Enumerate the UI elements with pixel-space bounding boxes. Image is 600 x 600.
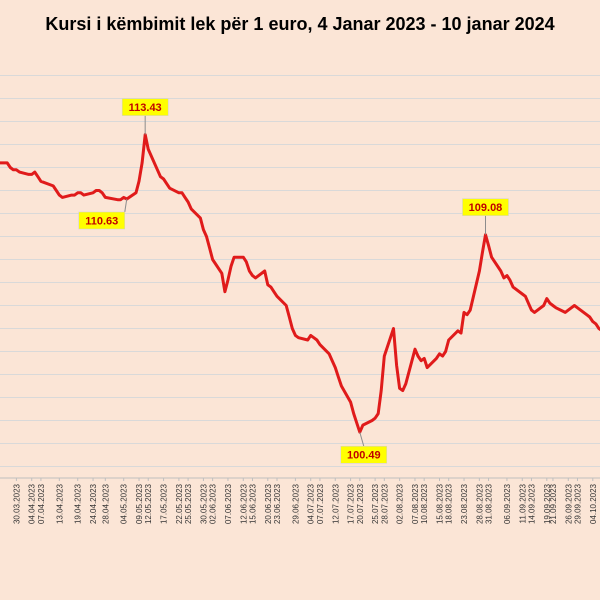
data-label: 113.43 xyxy=(129,102,162,114)
x-tick-label: 21.09.2023 xyxy=(549,483,558,524)
x-tick-label: 14.09.2023 xyxy=(527,483,536,524)
x-tick-label: 26.09.2023 xyxy=(564,483,573,524)
annotations: 113.43 110.63 100.49 109.08 xyxy=(78,98,509,464)
x-tick-label: 04.04.2023 xyxy=(28,483,37,524)
gridlines xyxy=(0,75,600,479)
x-tick-label: 23.06.2023 xyxy=(273,483,282,524)
x-tick-label: 15.06.2023 xyxy=(248,483,257,524)
x-tick-label: 30.05.2023 xyxy=(199,483,208,524)
x-tick-label: 09.05.2023 xyxy=(135,483,144,524)
x-tick-label: 23.08.2023 xyxy=(460,483,469,524)
x-tick-label: 17.07.2023 xyxy=(347,483,356,524)
x-tick-label: 20.06.2023 xyxy=(264,483,273,524)
data-label-box xyxy=(340,445,388,464)
x-tick-label: 06.09.2023 xyxy=(503,483,512,524)
callout-leader xyxy=(359,432,365,447)
x-tick-label: 07.04.2023 xyxy=(37,483,46,524)
x-tick-label: 10.08.2023 xyxy=(420,483,429,524)
x-tick-label: 13.04.2023 xyxy=(55,483,64,524)
x-tick-label: 04.07.2023 xyxy=(307,483,316,524)
chart-title: Kursi i këmbimit lek për 1 euro, 4 Janar… xyxy=(45,14,555,34)
x-tick-label: 04.10.2023 xyxy=(589,483,598,524)
x-tick-label: 25.07.2023 xyxy=(371,483,380,524)
x-tick-label: 28.04.2023 xyxy=(101,483,110,524)
x-tick-label: 18.08.2023 xyxy=(445,483,454,524)
x-tick-label: 12.05.2023 xyxy=(144,483,153,524)
data-label-box xyxy=(121,98,169,116)
x-tick-label: 29.06.2023 xyxy=(291,483,300,524)
x-tick-label: 29.09.2023 xyxy=(573,483,582,524)
x-tick-label: 25.05.2023 xyxy=(184,483,193,524)
callout-leader xyxy=(124,198,128,213)
x-tick-label: 28.07.2023 xyxy=(380,483,389,524)
data-label-box xyxy=(462,198,509,216)
data-label: 109.08 xyxy=(469,202,503,214)
x-tick-label: 19.04.2023 xyxy=(74,483,83,524)
x-tick-label: 17.05.2023 xyxy=(160,483,169,524)
data-label-box xyxy=(78,211,126,230)
series-line xyxy=(0,133,600,434)
x-tick-label: 12.06.2023 xyxy=(239,483,248,524)
x-tick-label: 04.05.2023 xyxy=(120,483,129,524)
x-tick-label: 11.09.2023 xyxy=(518,483,527,523)
x-tick-label: 02.06.2023 xyxy=(209,483,218,524)
x-tick-label: 02.08.2023 xyxy=(396,483,405,524)
x-tick-label: 12.07.2023 xyxy=(331,483,340,524)
x-tick-label: 20.07.2023 xyxy=(356,483,365,524)
data-label: 110.63 xyxy=(85,216,118,228)
x-tick-label: 07.07.2023 xyxy=(316,483,325,524)
series-layer xyxy=(0,133,600,434)
x-tick-label: 15.08.2023 xyxy=(436,483,445,524)
x-tick-label: 19.09.2023 xyxy=(543,483,552,524)
x-tick-label: 31.08.2023 xyxy=(485,483,494,524)
x-tick-label: 22.05.2023 xyxy=(175,483,184,524)
x-tick-label: 07.08.2023 xyxy=(411,483,420,524)
x-tick-label: 30.03.2023 xyxy=(12,483,21,524)
x-tick-label: 24.04.2023 xyxy=(89,483,98,524)
data-label: 100.49 xyxy=(347,450,381,462)
x-axis: 30.03.2023 04.04.2023 07.04.2023 13.04.2023… xyxy=(12,478,598,524)
x-tick-label: 28.08.2023 xyxy=(475,483,484,524)
x-tick-label: 07.06.2023 xyxy=(224,483,233,524)
